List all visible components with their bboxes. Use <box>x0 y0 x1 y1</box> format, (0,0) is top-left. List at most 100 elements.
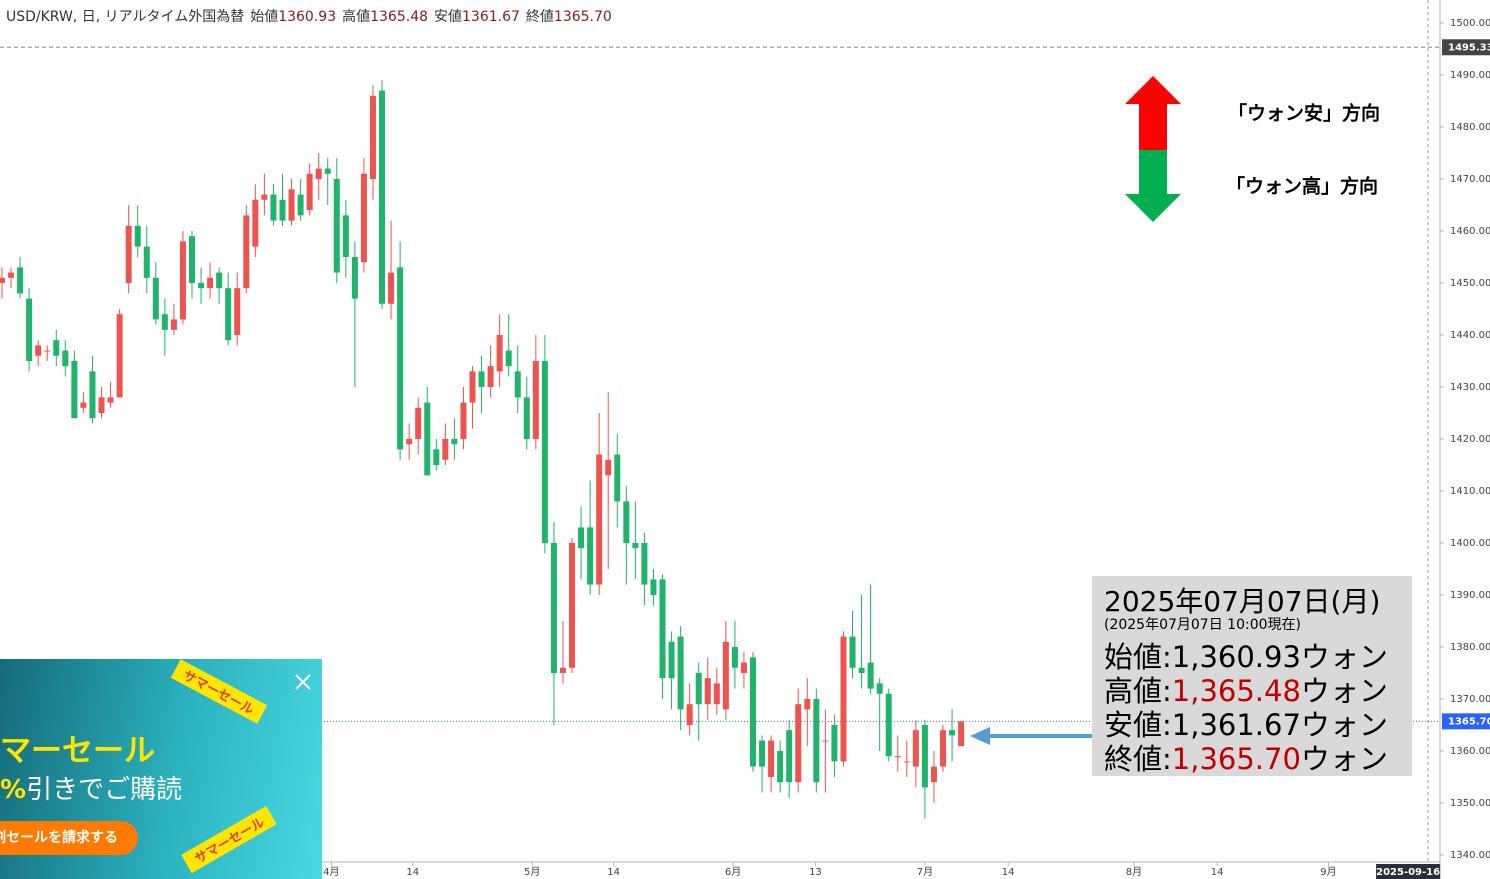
row-unit: ウォン <box>1300 640 1388 674</box>
row-label: 始値: <box>1104 640 1172 674</box>
candle-body <box>903 761 910 763</box>
ohlc-fields: 始値1360.93 高値1365.48 安値1361.67 終値1365.70 <box>250 6 612 26</box>
y-tick-label: 1390.00 <box>1450 590 1490 601</box>
x-tick-label: 14 <box>607 867 620 878</box>
candle-body <box>161 314 168 330</box>
candle-body <box>867 662 874 689</box>
candle-body <box>53 340 60 356</box>
candle-body <box>279 199 286 221</box>
info-row: 安値:1,361.67ウォン <box>1104 702 1388 744</box>
candle-body <box>297 194 304 216</box>
y-tick-label: 1360.00 <box>1450 746 1490 757</box>
candle-body <box>170 319 177 330</box>
candle-body <box>614 454 621 502</box>
candle-body <box>768 740 775 777</box>
candle-body <box>623 501 630 543</box>
candle-body <box>487 366 494 387</box>
candle-body <box>940 730 947 767</box>
y-tick-label: 1480.00 <box>1450 122 1490 133</box>
ribbon: サマーセール <box>181 805 277 874</box>
candle-body <box>143 246 150 278</box>
candle-body <box>324 168 331 174</box>
candle-body <box>71 360 78 419</box>
candle-body <box>152 277 159 320</box>
candle-body <box>596 454 603 585</box>
annotation: 「ウォン高」方向 <box>1226 175 1378 198</box>
row-value: 1,360.93 <box>1171 640 1301 674</box>
candle-body <box>369 95 376 179</box>
candle-body <box>17 267 24 294</box>
ohlc-field: 安値1361.67 <box>434 6 520 26</box>
row-unit: ウォン <box>1300 708 1388 742</box>
symbol: USD/KRW, 日, リアルタイム外国為替 <box>6 9 245 25</box>
candle-body <box>523 397 530 439</box>
candle-body <box>858 667 865 673</box>
ribbon: サマーセール <box>170 659 268 724</box>
candle-body <box>822 740 829 742</box>
candle-body <box>885 693 892 757</box>
x-tick-label: 7月 <box>917 866 933 878</box>
y-tick-label: 1490.00 <box>1450 70 1490 81</box>
field-value: 1361.67 <box>462 9 520 25</box>
price-label: 1365.70 <box>1448 716 1490 727</box>
close-button[interactable] <box>293 672 313 692</box>
candle-body <box>252 199 259 247</box>
candle-body <box>225 288 232 341</box>
candle-body <box>243 215 250 289</box>
candle-body <box>315 168 322 179</box>
candle-body <box>288 189 295 221</box>
candle-body <box>333 178 340 273</box>
candle-body <box>261 194 268 200</box>
banner-button[interactable]: 割セールを請求する <box>0 821 138 855</box>
row-value: 1,365.48 <box>1171 674 1301 708</box>
price-label-box <box>1442 39 1490 56</box>
field-label: 高値 <box>342 9 371 25</box>
y-tick-label: 1430.00 <box>1450 382 1490 393</box>
candle-body <box>62 350 69 367</box>
arrow-head <box>970 727 990 745</box>
candle-body <box>840 636 847 762</box>
date-marker-box <box>1376 864 1441 879</box>
y-tick-label: 1370.00 <box>1450 694 1490 705</box>
candle-body <box>478 371 485 387</box>
candle-body <box>641 542 648 585</box>
y-tick-label: 1350.00 <box>1450 798 1490 809</box>
info-row: 始値:1,360.93ウォン <box>1104 634 1388 676</box>
x-tick-label: 4月 <box>323 866 339 878</box>
y-tick-label: 1400.00 <box>1450 538 1490 549</box>
candle-body <box>930 766 937 783</box>
x-tick-label: 14 <box>1002 867 1015 878</box>
row-unit: ウォン <box>1300 742 1388 776</box>
candle-body <box>659 579 666 679</box>
candle-body <box>650 579 657 595</box>
x-tick-label: 9月 <box>1320 866 1336 878</box>
field-label: 終値 <box>525 9 554 25</box>
candle-body <box>496 334 503 372</box>
candle-body <box>777 750 784 783</box>
candle-body <box>605 459 612 476</box>
candle-body <box>415 407 422 439</box>
candle-body <box>894 756 901 758</box>
banner-sub: %引きでご購読 <box>0 769 182 806</box>
field-value: 1365.70 <box>553 9 612 25</box>
candle-body <box>695 672 702 705</box>
y-tick-label: 1450.00 <box>1450 278 1490 289</box>
ohlc-field: 終値1365.70 <box>526 6 612 26</box>
row-value: 1,365.70 <box>1171 742 1301 776</box>
info-box: 2025年07月07日(月) (2025年07月07日 10:00現在) 始値:… <box>1092 576 1412 776</box>
candle-body <box>813 698 820 783</box>
candle-body <box>731 646 738 668</box>
candle-body <box>722 641 729 710</box>
candle-body <box>460 402 467 439</box>
candle-body <box>786 730 793 783</box>
pointer-arrow <box>970 727 1092 745</box>
candle-body <box>44 350 51 352</box>
candle-body <box>569 542 576 668</box>
chart-header: USD/KRW, 日, リアルタイム外国為替 始値1360.93 高値1365.4… <box>6 6 612 26</box>
x-tick-label: 5月 <box>524 866 540 878</box>
candle-body <box>80 402 87 408</box>
promo-banner[interactable]: サマーセール サマーセール マーセール %引きでご購読 割セールを請求する <box>0 659 322 879</box>
direction-arrows: 「ウォン安」方向 「ウォン高」方向 <box>1125 76 1380 222</box>
candle-body <box>505 350 512 367</box>
